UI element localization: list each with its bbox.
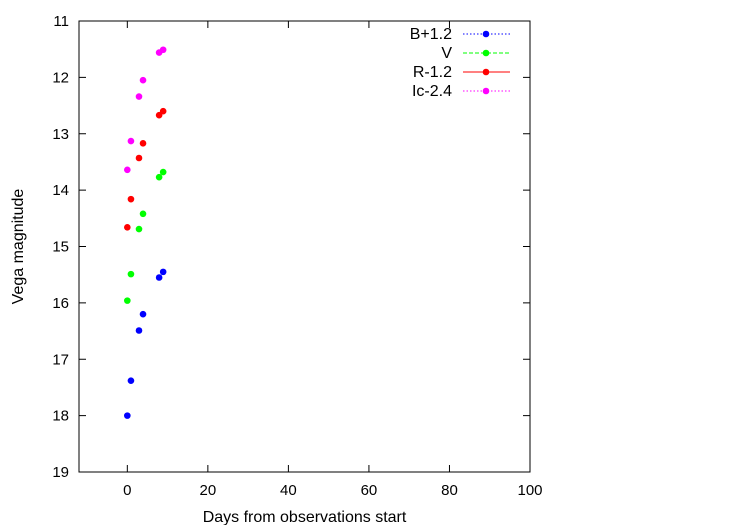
legend-label: B+1.2 (410, 26, 452, 43)
legend-label: R-1.2 (413, 64, 452, 81)
data-point-series-1 (135, 225, 143, 233)
data-point-series-0 (159, 268, 167, 276)
y-tick-label: 17 (52, 351, 69, 368)
data-point-series-2 (155, 111, 163, 119)
data-point-series-3 (135, 93, 143, 100)
x-tick-label: 0 (123, 482, 131, 499)
data-point-series-0 (139, 310, 147, 318)
data-point-series-2 (139, 140, 147, 147)
legend: B+1.2 V R-1.2 Ic-2.4 (410, 26, 510, 100)
data-point-series-2 (124, 224, 131, 231)
y-axis: 11 12 13 14 15 16 17 18 19 (52, 13, 530, 481)
plot-border (78, 20, 531, 473)
legend-marker (482, 68, 490, 76)
data-point-series-3 (124, 166, 131, 174)
data-point-series-3 (127, 137, 135, 145)
data-point-series-1 (124, 297, 131, 304)
data-point-series-1 (159, 168, 167, 176)
x-tick-label: 80 (441, 482, 458, 499)
y-axis-label: Vega magnitude (10, 189, 27, 305)
y-tick-label: 12 (52, 69, 69, 86)
y-tick-label: 18 (52, 408, 69, 425)
y-tick-label: 13 (52, 126, 69, 143)
y-tick-label: 14 (52, 182, 69, 199)
y-tick-label: 15 (52, 239, 69, 256)
legend-marker (482, 49, 490, 57)
data-points (124, 46, 167, 419)
x-axis: 0 20 40 60 80 100 (123, 21, 543, 499)
x-tick-label: 60 (361, 482, 378, 499)
legend-label: Ic-2.4 (412, 83, 452, 100)
x-tick-label: 100 (517, 482, 542, 499)
data-point-series-1 (139, 210, 147, 218)
data-point-series-2 (159, 107, 167, 115)
plot-area (78, 20, 531, 473)
data-point-series-0 (135, 327, 143, 334)
data-point-series-1 (127, 270, 135, 278)
y-tick-label: 16 (52, 295, 69, 312)
legend-marker (482, 87, 490, 95)
x-tick-label: 40 (280, 482, 297, 499)
legend-marker (482, 30, 490, 38)
data-point-series-1 (155, 173, 163, 181)
x-tick-label: 20 (200, 482, 217, 499)
y-tick-label: 11 (53, 13, 69, 30)
data-point-series-0 (124, 412, 131, 419)
x-axis-label: Days from observations start (203, 509, 407, 525)
data-point-series-0 (155, 274, 163, 281)
data-point-series-2 (135, 154, 143, 162)
legend-label: V (441, 45, 452, 62)
data-point-series-3 (139, 76, 147, 84)
data-point-series-0 (127, 377, 135, 384)
y-tick-label: 19 (52, 464, 69, 481)
data-point-series-3 (159, 46, 167, 54)
data-point-series-2 (127, 195, 135, 203)
